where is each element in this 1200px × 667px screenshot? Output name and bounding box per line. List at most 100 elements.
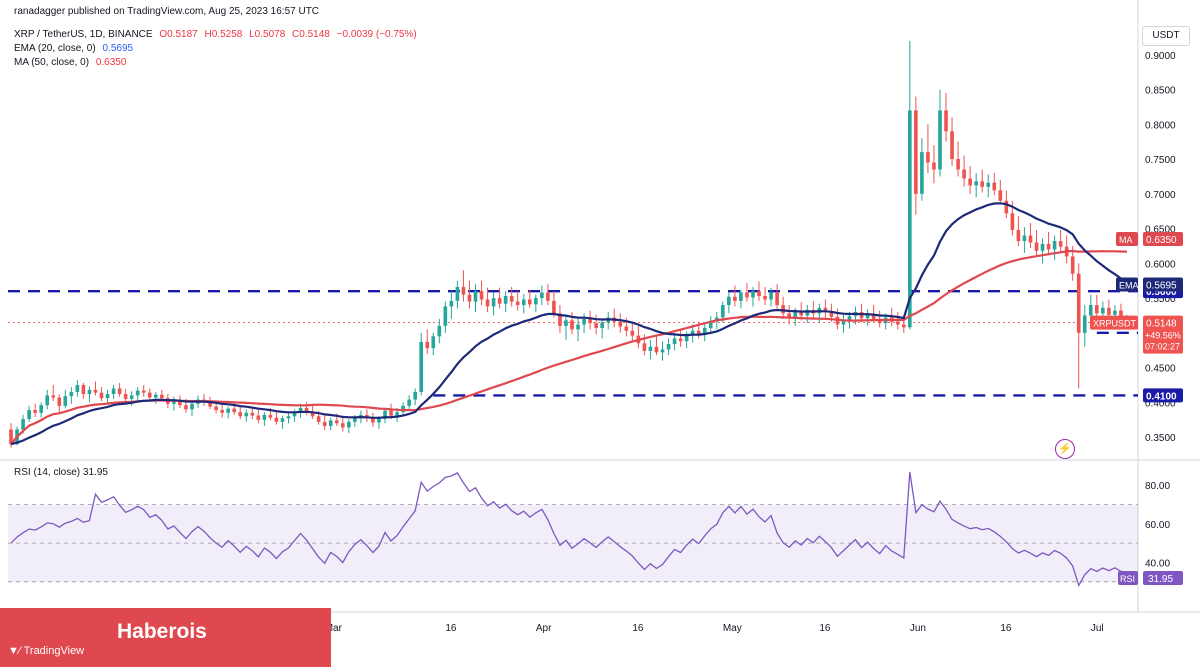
time-tick-label: 16 [445,623,457,634]
candle-body [105,394,110,399]
candle-body [527,299,532,305]
candle-body [298,407,303,413]
high-value: H0.5258 [204,29,243,40]
candle-body [642,343,647,351]
candle-body [588,318,592,324]
alert-bolt-icon[interactable]: ⚡ [1055,439,1075,459]
currency-button[interactable]: USDT [1142,26,1190,46]
candle-body [111,388,116,395]
candle-body [1076,273,1081,333]
candle-body [353,417,357,422]
candle-body [546,292,550,301]
time-tick-label: Jul [1091,623,1104,634]
candle-body [437,325,442,337]
candle-body [708,321,713,328]
candle-body [449,300,454,307]
candle-body [172,400,176,404]
candle-body [600,322,604,328]
candle-body [473,291,478,302]
candle-body [57,397,62,406]
candle-body [45,395,50,406]
candle-body [485,299,490,307]
rsi-tick-label: 60.00 [1145,520,1170,531]
candle-body [51,395,56,398]
candle-body [27,410,31,420]
price-tag-countdown: 07:02:27 [1145,342,1180,352]
candle-body [232,408,237,413]
candle-body [178,400,182,406]
candle-body [1113,310,1117,315]
candle-body [684,335,689,342]
rsi-legend: RSI (14, close) 31.95 [14,467,108,478]
time-tick-label: Mar [325,623,343,634]
price-tag-name-bg [1116,232,1138,246]
candle-body [540,292,544,299]
candle-body [1101,307,1105,314]
candle-body [552,300,556,314]
time-tick-label: 16 [632,623,644,634]
candle-body [998,190,1003,201]
candle-body [117,388,122,395]
price-tag-value: 0.5148 [1146,319,1177,330]
time-tick-label: Apr [536,623,552,634]
ema-legend-label: EMA (20, close, 0) [14,43,96,54]
candle-body [328,420,333,427]
candle-body [763,296,767,300]
candle-body [751,291,755,298]
candle-body [515,301,520,306]
price-tag-name: EMA [1119,281,1139,291]
time-tick-label: 16 [819,623,831,634]
candle-body [702,327,707,335]
candle-body [33,410,37,413]
candle-body [920,152,924,194]
candle-body [666,343,671,350]
rsi-line [10,471,1128,588]
candle-body [1028,235,1033,243]
ma-legend[interactable]: MA (50, close, 0) 0.6350 [14,57,130,68]
candle-body [377,419,381,423]
watermark-text: Haberois [117,620,207,643]
candle-body [829,312,834,317]
tradingview-logo: ▼⁄ TradingView [8,645,85,657]
candle-body [974,181,978,186]
price-tag-name: XRPUSDT [1093,319,1137,329]
candle-body [304,407,309,412]
candle-body [986,182,991,187]
price-tick-label: 0.4000 [1145,398,1176,409]
price-tag-bg [1143,315,1183,354]
price-tag-bg [1143,277,1183,292]
candle-body [932,162,936,170]
time-tick-label: Jun [910,623,926,634]
price-tag-name-bg [1090,315,1138,330]
candle-body [576,324,580,330]
candle-body [274,417,279,422]
candle-body [340,423,345,428]
price-tick-label: 0.5500 [1145,294,1176,305]
price-tick-label: 0.6000 [1145,259,1176,270]
candle-body [322,421,327,427]
rsi-tag-name: RSI [1120,574,1135,584]
ema20-line [10,202,1128,446]
candle-body [799,312,804,316]
candle-body [721,305,725,318]
ema-legend[interactable]: EMA (20, close, 0) 0.5695 [14,43,137,54]
candle-body [654,346,659,353]
candle-body [99,392,104,399]
candle-body [160,394,164,399]
candle-body [93,389,98,393]
candle-body [1034,242,1039,251]
candle-body [135,390,140,396]
candle-body [781,305,785,314]
price-tick-label: 0.7500 [1145,155,1176,166]
candle-body [431,336,436,349]
candle-body [419,341,424,392]
candle-body [509,296,514,302]
candle-body [733,296,737,301]
candle-body [558,313,562,326]
candle-body [944,110,948,132]
candle-body [757,291,761,297]
close-value: C0.5148 [292,29,330,40]
candle-body [262,414,267,420]
candle-body [1016,229,1021,242]
